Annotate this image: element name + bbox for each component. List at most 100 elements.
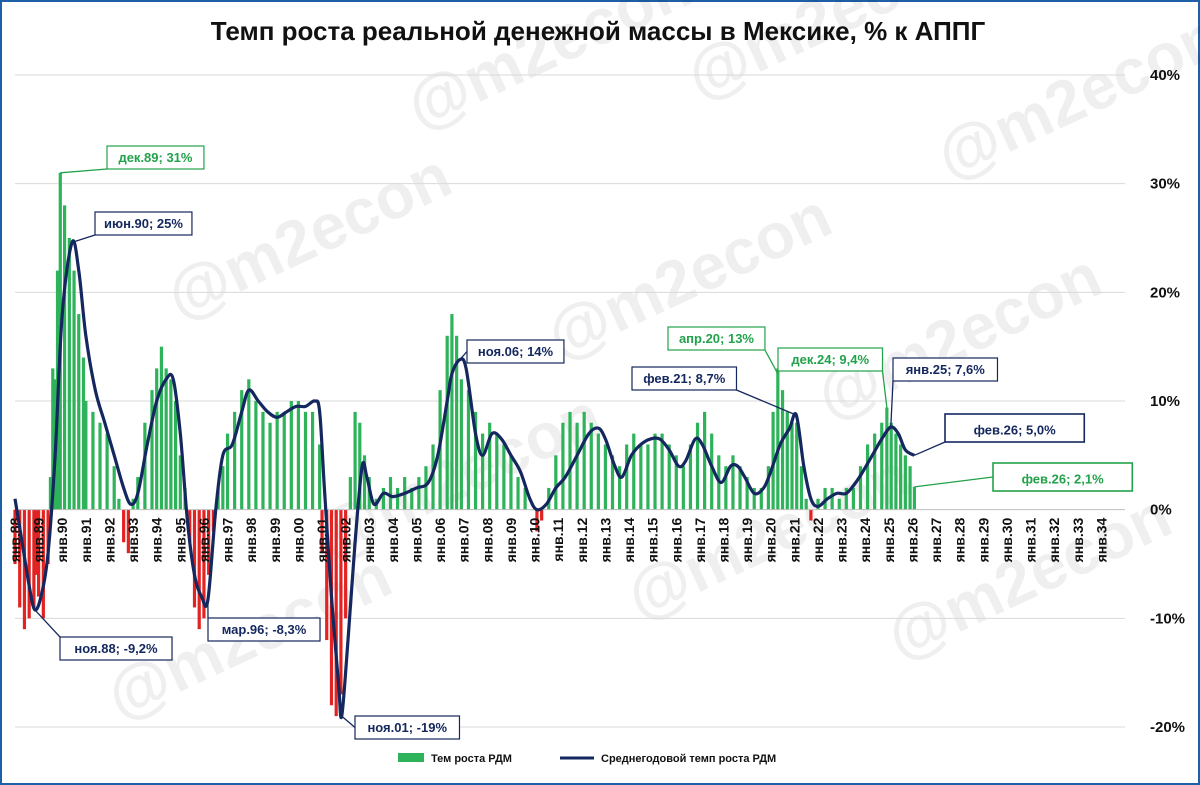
bar	[334, 509, 338, 717]
x-tick-label: янв.28	[952, 517, 968, 562]
bar	[667, 444, 671, 510]
bar	[117, 498, 121, 510]
x-tick-label: янв.31	[1023, 517, 1039, 562]
x-tick-label: янв.12	[574, 517, 590, 562]
bar	[660, 433, 664, 510]
x-tick-label: янв.89	[31, 517, 47, 562]
annotation-label: июн.90; 25%	[104, 216, 183, 231]
bar	[582, 411, 586, 510]
bar	[225, 433, 230, 510]
bar	[745, 477, 749, 510]
bar	[488, 422, 492, 510]
bar	[164, 368, 168, 510]
x-tick-label: янв.04	[385, 517, 401, 562]
bar	[344, 509, 348, 619]
bar	[589, 422, 593, 510]
bar	[724, 466, 728, 510]
annotation-label: ноя.01; -19%	[367, 720, 447, 735]
bar	[296, 401, 301, 510]
bar	[41, 509, 45, 619]
bar	[523, 487, 527, 510]
x-tick-label: янв.20	[763, 517, 779, 562]
x-tick-label: янв.97	[220, 517, 236, 562]
bar	[197, 509, 201, 630]
annotation-box	[944, 413, 1086, 443]
annotation-leader	[881, 370, 888, 408]
bar	[703, 411, 707, 510]
watermark-text: @m2econ	[805, 239, 1111, 433]
annotation-box	[631, 366, 738, 391]
bar	[535, 509, 539, 532]
y-tick-label: 0%	[1150, 502, 1172, 519]
bar	[445, 335, 449, 510]
bar	[84, 401, 88, 510]
bar	[48, 477, 53, 510]
bar	[575, 422, 579, 510]
bar	[646, 444, 650, 510]
x-tick-label: янв.16	[668, 517, 684, 562]
annotation-label: фев.26; 5,0%	[974, 422, 1057, 437]
bar	[268, 422, 272, 510]
x-tick-label: янв.19	[739, 517, 755, 562]
bar	[320, 509, 324, 554]
annotation-label: мар.96; -8,3%	[222, 622, 307, 637]
bar	[254, 401, 258, 510]
annotation-leader	[459, 351, 468, 361]
bar	[358, 422, 362, 510]
x-tick-label: янв.24	[857, 517, 873, 562]
bar	[303, 411, 308, 510]
x-tick-label: янв.14	[621, 517, 637, 562]
annotation-box	[94, 211, 193, 236]
bar	[681, 466, 685, 510]
watermark-text: @m2econ	[925, 0, 1200, 193]
bar	[632, 433, 636, 510]
bar	[688, 444, 693, 510]
bar	[889, 422, 893, 510]
bar	[830, 487, 834, 510]
x-tick-label: янв.27	[928, 517, 944, 562]
bar	[766, 466, 770, 510]
bar	[32, 509, 36, 608]
annotation-leader	[890, 380, 894, 428]
watermark-text: @m2econ	[395, 0, 701, 143]
bar	[112, 466, 116, 510]
x-tick-label: янв.03	[361, 517, 377, 562]
bar	[388, 477, 393, 510]
x-tick-label: янв.26	[904, 517, 920, 562]
x-tick-label: янв.21	[786, 517, 802, 562]
bar	[98, 422, 102, 510]
x-tick-label: янв.15	[645, 517, 661, 562]
annotation-box	[777, 347, 884, 372]
bar	[473, 411, 478, 510]
bar	[22, 509, 27, 630]
x-tick-label: янв.10	[527, 517, 543, 562]
bar	[34, 509, 38, 575]
bar	[625, 444, 629, 510]
bar	[310, 411, 315, 510]
bar	[143, 422, 147, 510]
annotation-box	[892, 357, 999, 382]
annotation-leader	[914, 476, 994, 488]
bar	[776, 368, 780, 510]
bar	[880, 422, 884, 510]
bar	[67, 238, 71, 510]
bar	[289, 401, 293, 510]
y-tick-label: 40%	[1150, 67, 1180, 84]
annotation-label: янв.25; 7,6%	[906, 362, 986, 377]
bar	[780, 390, 785, 510]
bar	[785, 411, 789, 510]
x-tick-label: янв.08	[479, 517, 495, 562]
x-tick-label: янв.95	[172, 517, 188, 562]
bar	[362, 455, 367, 510]
x-tick-label: янв.23	[834, 517, 850, 562]
bar	[674, 455, 678, 510]
bar	[417, 477, 421, 510]
x-tick-label: янв.17	[692, 517, 708, 562]
legend-bar-swatch	[398, 753, 424, 762]
y-tick-label: -10%	[1150, 610, 1185, 627]
bar	[899, 444, 903, 510]
bar	[159, 346, 164, 510]
annotation-leader	[914, 441, 946, 456]
bar	[410, 487, 414, 510]
